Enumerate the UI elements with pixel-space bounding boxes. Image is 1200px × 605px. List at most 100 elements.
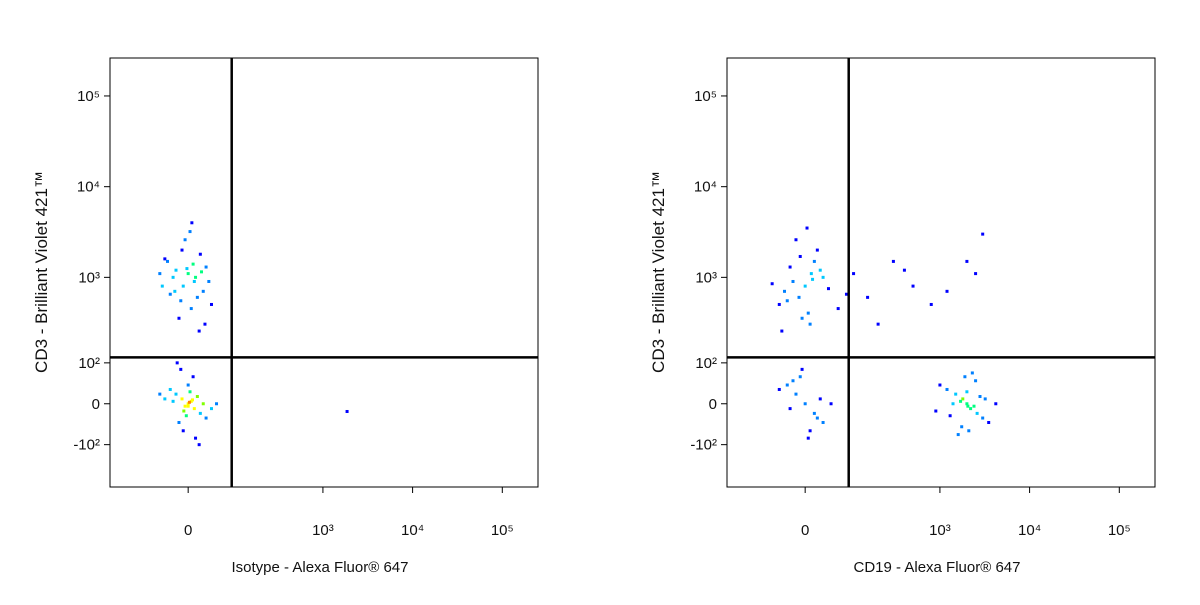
- event-dot: [951, 402, 955, 406]
- event-dot: [966, 404, 970, 408]
- event-dot: [812, 411, 816, 415]
- event-dot: [815, 416, 819, 420]
- event-dot: [204, 416, 208, 420]
- event-dot: [938, 383, 942, 387]
- event-dot: [974, 272, 978, 276]
- x-tick-label: 10⁴: [401, 522, 424, 539]
- event-dot: [812, 259, 816, 263]
- event-dot: [200, 270, 204, 274]
- event-dot: [175, 361, 179, 365]
- y-tick-label: 10³: [78, 269, 100, 286]
- x-tick-label: 10³: [312, 522, 334, 539]
- event-dot: [345, 409, 349, 413]
- event-dot: [902, 268, 906, 272]
- event-dot: [981, 416, 985, 420]
- event-dot: [198, 252, 202, 256]
- event-dot: [960, 425, 964, 429]
- event-dot: [929, 302, 933, 306]
- x-tick-label: 10⁵: [491, 522, 514, 539]
- x-tick-label: 10⁵: [1108, 522, 1131, 539]
- event-dot: [945, 289, 949, 293]
- event-dot: [187, 400, 191, 404]
- event-dot: [978, 395, 982, 399]
- plot-frame: [726, 57, 1156, 488]
- event-dot: [852, 272, 856, 276]
- event-dot: [201, 289, 205, 293]
- event-dot: [808, 429, 812, 433]
- event-dot: [186, 272, 190, 276]
- event-dot: [203, 322, 207, 326]
- event-dot: [163, 257, 167, 261]
- x-tick-label: 10⁴: [1018, 522, 1041, 539]
- event-dot: [186, 404, 190, 408]
- event-dot: [948, 414, 952, 418]
- event-dot: [974, 379, 978, 383]
- event-dot: [967, 429, 971, 433]
- y-tick-label: 10⁴: [694, 179, 717, 196]
- event-dot: [215, 402, 219, 406]
- y-tick-label: -10²: [690, 437, 717, 454]
- event-dot: [180, 397, 184, 401]
- event-dot: [809, 272, 813, 276]
- event-dot: [956, 433, 960, 437]
- event-dot: [821, 275, 825, 279]
- y-axis-label: CD3 - Brilliant Violet 421™: [32, 171, 51, 373]
- event-dot: [794, 238, 798, 242]
- event-dot: [800, 316, 804, 320]
- event-dot: [188, 390, 192, 394]
- event-dot: [181, 429, 185, 433]
- x-tick-label: 10³: [929, 522, 951, 539]
- event-dot: [954, 392, 958, 396]
- event-dot: [201, 402, 205, 406]
- event-dot: [191, 375, 195, 379]
- event-dot: [797, 295, 801, 299]
- event-dot: [207, 279, 211, 283]
- event-dot: [788, 265, 792, 269]
- event-dot: [969, 407, 973, 411]
- event-dot: [963, 375, 967, 379]
- event-dot: [836, 307, 840, 311]
- event-dot: [192, 407, 196, 411]
- event-dot: [818, 268, 822, 272]
- event-dot: [174, 392, 178, 396]
- event-dot: [209, 302, 213, 306]
- y-axis-label: CD3 - Brilliant Violet 421™: [649, 171, 668, 373]
- y-tick-label: 0: [709, 396, 717, 413]
- event-dot: [189, 307, 193, 311]
- y-tick-label: 10²: [695, 355, 717, 372]
- event-dot: [171, 275, 175, 279]
- event-dot: [197, 443, 201, 447]
- event-dot: [891, 259, 895, 263]
- event-dot: [791, 379, 795, 383]
- event-dot: [981, 232, 985, 236]
- event-dot: [800, 367, 804, 371]
- event-dot: [934, 409, 938, 413]
- y-tick-label: 10³: [695, 269, 717, 286]
- event-dot: [945, 387, 949, 391]
- event-dot: [171, 399, 175, 403]
- event-dot: [173, 289, 177, 293]
- event-dot: [183, 238, 187, 242]
- event-dot: [195, 395, 199, 399]
- event-dot: [785, 299, 789, 303]
- event-dot: [179, 299, 183, 303]
- plot-frame: [109, 57, 539, 488]
- y-tick-label: -10²: [73, 437, 100, 454]
- event-dot: [965, 259, 969, 263]
- x-axis-label: Isotype - Alexa Fluor® 647: [232, 559, 409, 576]
- event-dot: [188, 230, 192, 234]
- event-dot: [182, 409, 186, 413]
- event-dot: [794, 392, 798, 396]
- event-dot: [994, 402, 998, 406]
- event-dot: [194, 436, 198, 440]
- event-dot: [876, 322, 880, 326]
- x-tick-label: 0: [184, 522, 192, 539]
- event-dot: [174, 268, 178, 272]
- event-dot: [179, 367, 183, 371]
- event-dot: [987, 421, 991, 425]
- event-dot: [184, 414, 188, 418]
- y-tick-label: 10²: [78, 355, 100, 372]
- event-dot: [808, 322, 812, 326]
